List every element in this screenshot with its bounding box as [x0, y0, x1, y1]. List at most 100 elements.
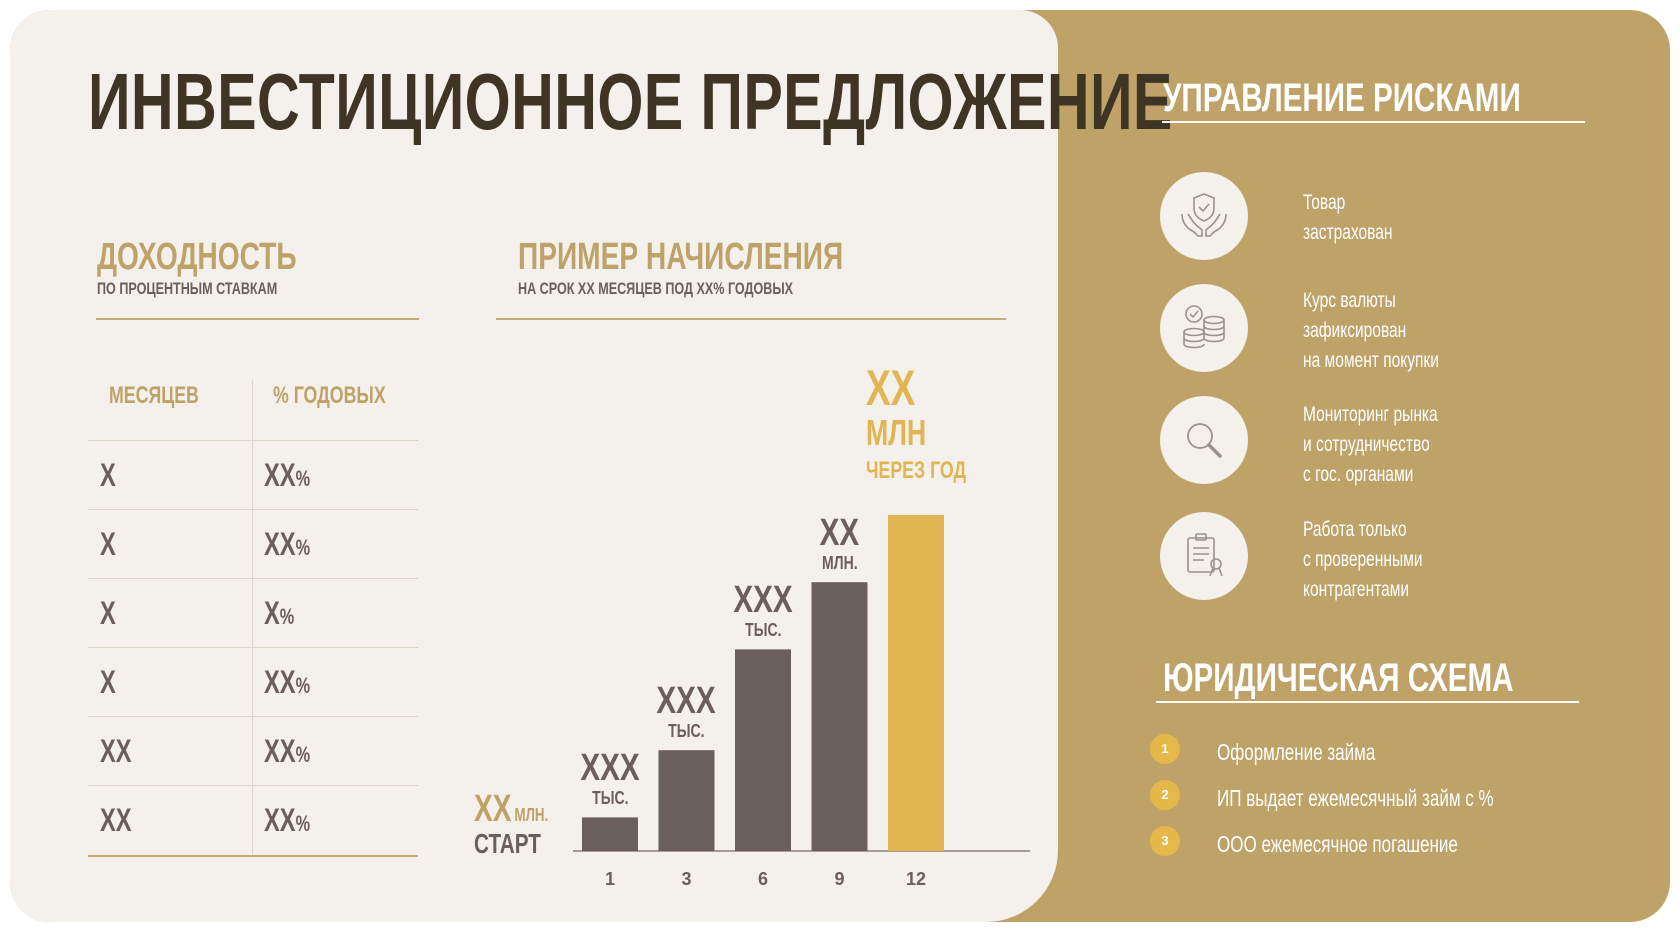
risk-line: Работа только — [1303, 518, 1407, 541]
bar-month-6 — [735, 649, 791, 851]
risk-item-partners: Работа только с проверенными контрагента… — [1303, 515, 1464, 605]
row-rate-unit: % — [295, 535, 311, 560]
x-tick-label: 12 — [906, 869, 926, 889]
row-rate-unit: % — [295, 466, 311, 491]
risk-item-monitoring: Мониторинг рынка и сотрудничество с гос.… — [1303, 400, 1485, 490]
table-header-months: МЕСЯЦЕВ — [109, 384, 230, 408]
table-column-divider — [252, 380, 253, 856]
contract-icon — [1160, 512, 1248, 600]
table-header-rate: % ГОДОВЫХ — [273, 384, 425, 408]
bar-caption: ЧЕРЕЗ ГОД — [866, 457, 967, 484]
row-rate: X — [264, 595, 280, 631]
example-subtitle: НА СРОК ХХ МЕСЯЦЕВ ПОД ХХ% ГОДОВЫХ — [518, 280, 890, 297]
risk-line: Курс валюты — [1303, 289, 1396, 312]
risk-line: с проверенными — [1303, 548, 1423, 571]
risk-line: зафиксирован — [1303, 319, 1407, 342]
header-months-text: МЕСЯЦЕВ — [109, 382, 199, 409]
row-months: X — [100, 526, 116, 562]
start-unit: МЛН. — [514, 805, 549, 825]
bar-value: XXX — [733, 579, 793, 622]
bar-month-1 — [582, 817, 638, 851]
row-rate-unit: % — [295, 673, 311, 698]
bar-value: XXX — [580, 747, 640, 790]
bar-value-label: XX МЛН. — [780, 514, 900, 572]
bar-value-label: XXX ТЫС. — [703, 581, 823, 639]
page-title: ИНВЕСТИЦИОННОЕ ПРЕДЛОЖЕНИЕ — [88, 62, 1554, 142]
bar-value: XX — [819, 512, 860, 555]
bar-month-3 — [658, 750, 715, 851]
bar-unit: МЛН. — [821, 553, 858, 574]
bar-value: XX — [866, 360, 916, 416]
risks-divider — [1162, 121, 1585, 123]
start-value: XX — [474, 788, 512, 830]
yield-title-text: ДОХОДНОСТЬ — [97, 236, 297, 278]
header-rate-text: % ГОДОВЫХ — [273, 382, 386, 409]
step-text: ООО ежемесячное погашение — [1217, 833, 1543, 856]
row-months: X — [100, 595, 116, 631]
yield-subtitle-text: ПО ПРОЦЕНТНЫМ СТАВКАМ — [97, 279, 278, 298]
x-tick-label: 9 — [834, 869, 844, 889]
row-rate-unit: % — [295, 811, 311, 836]
risk-item-currency: Курс валюты зафиксирован на момент покуп… — [1303, 286, 1487, 376]
coins-check-icon — [1160, 284, 1248, 372]
yield-divider — [96, 318, 419, 320]
risks-title: УПРАВЛЕНИЕ РИСКАМИ — [1163, 78, 1646, 118]
example-divider — [496, 318, 1006, 320]
row-rate: XX — [264, 457, 296, 493]
row-months: XX — [100, 733, 132, 769]
example-subtitle-text: НА СРОК ХХ МЕСЯЦЕВ ПОД ХХ% ГОДОВЫХ — [518, 279, 794, 298]
bar-value: XXX — [656, 680, 717, 723]
bar-value-label: XX МЛН ЧЕРЕЗ ГОД — [866, 363, 996, 483]
legal-title: ЮРИДИЧЕСКАЯ СХЕМА — [1163, 658, 1637, 698]
start-caption: СТАРТ — [474, 828, 541, 859]
step-label: Оформление займа — [1217, 739, 1376, 765]
slide-card — [10, 10, 1670, 922]
risks-title-text: УПРАВЛЕНИЕ РИСКАМИ — [1163, 76, 1521, 120]
table-row: X X% — [88, 578, 418, 648]
step-text: ИП выдает ежемесячный займ с % — [1217, 787, 1591, 810]
bar-month-9 — [811, 582, 868, 851]
step-label: ООО ежемесячное погашение — [1217, 831, 1458, 857]
risk-line: застрахован — [1303, 221, 1393, 244]
row-rate: XX — [264, 526, 296, 562]
page-title-text: ИНВЕСТИЦИОННОЕ ПРЕДЛОЖЕНИЕ — [88, 57, 1173, 146]
risk-line: контрагентами — [1303, 578, 1410, 601]
x-tick-label: 6 — [758, 869, 768, 889]
risk-item-insured: Товар застрахован — [1303, 188, 1424, 248]
risk-line: с гос. органами — [1303, 463, 1414, 486]
row-months: X — [100, 457, 116, 493]
step-number-badge: 1 — [1150, 734, 1180, 764]
bar-value-label: XXX ТЫС. — [550, 749, 670, 807]
shield-hands-icon — [1160, 172, 1248, 260]
row-months: X — [100, 664, 116, 700]
risk-line: на момент покупки — [1303, 349, 1439, 372]
step-number-badge: 3 — [1150, 826, 1180, 856]
row-rate-unit: % — [279, 604, 295, 629]
example-title: ПРИМЕР НАЧИСЛЕНИЯ — [518, 238, 957, 276]
risk-line: Товар — [1303, 191, 1346, 214]
bar-month-12 — [888, 515, 944, 851]
risk-line: и сотрудничество — [1303, 433, 1430, 456]
bar-unit: ТЫС. — [744, 620, 782, 641]
table-row: X XX% — [88, 647, 418, 717]
legal-divider — [1156, 701, 1579, 703]
step-label: ИП выдает ежемесячный займ с % — [1217, 785, 1494, 811]
legal-title-text: ЮРИДИЧЕСКАЯ СХЕМА — [1163, 656, 1514, 700]
row-rate: XX — [264, 733, 296, 769]
row-rate-unit: % — [295, 742, 311, 767]
magnifier-icon — [1160, 396, 1248, 484]
example-title-text: ПРИМЕР НАЧИСЛЕНИЯ — [518, 236, 844, 278]
x-tick-label: 3 — [681, 869, 691, 889]
step-text: Оформление займа — [1217, 741, 1431, 764]
risk-line: Мониторинг рынка — [1303, 403, 1438, 426]
table-row: X XX% — [88, 509, 418, 579]
yield-subtitle: ПО ПРОЦЕНТНЫМ СТАВКАМ — [97, 280, 340, 297]
bar-unit: ТЫС. — [668, 721, 705, 742]
row-rate: XX — [264, 802, 296, 838]
bar-unit: ТЫС. — [591, 788, 629, 809]
table-row: XX XX% — [88, 785, 418, 855]
accrual-bar-chart: 1 3 6 9 12 — [573, 515, 1030, 889]
row-rate: XX — [264, 664, 296, 700]
start-label: XX МЛН. СТАРТ — [474, 790, 574, 858]
table-row: XX XX% — [88, 716, 418, 786]
